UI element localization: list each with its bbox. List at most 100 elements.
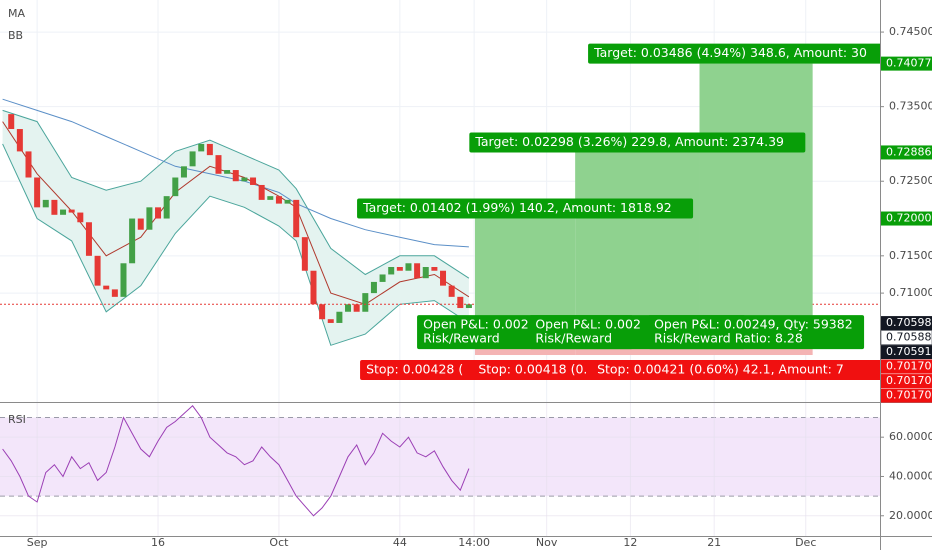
- candle: [224, 170, 231, 174]
- x-tick-label: 44: [393, 536, 407, 549]
- stop-label-text: Stop: 0.00428 (: [366, 362, 463, 377]
- price-tag-label: 0.72886: [886, 145, 932, 158]
- pnl-label-text: Open P&L: 0.002: [535, 317, 641, 332]
- y-tick-label: 0.73500: [889, 100, 932, 113]
- price-tag-label: 0.74077: [886, 57, 932, 70]
- indicator-label: BB: [8, 29, 23, 42]
- price-tag-label: 0.70588: [886, 331, 932, 344]
- rsi-title: RSI: [8, 413, 26, 426]
- target-label-box: [357, 198, 694, 219]
- candle: [189, 151, 196, 167]
- candle: [440, 270, 447, 286]
- x-tick-label: Dec: [795, 536, 816, 549]
- price-tag: [881, 345, 932, 360]
- candle: [232, 170, 239, 182]
- price-tag-label: 0.70598: [886, 316, 932, 329]
- pnl-label-box: [648, 315, 865, 350]
- x-tick-label: Nov: [536, 536, 558, 549]
- target-label-text: Target: 0.01402 (1.99%) 140.2, Amount: 1…: [362, 200, 672, 215]
- candle: [379, 274, 386, 282]
- x-tick-label: 16: [151, 536, 165, 549]
- indicator-label: MA: [8, 7, 25, 20]
- bb-fill: [2, 110, 469, 346]
- candle: [422, 267, 429, 279]
- candle: [405, 263, 412, 271]
- pnl-label: Open P&L: 0.00249, Qty: 59382Risk/Reward…: [648, 315, 865, 350]
- bb-line: [2, 143, 470, 346]
- pnl-label-text: Risk/Reward Ratio: 8.28: [654, 331, 803, 346]
- candle: [111, 289, 118, 297]
- moving-average: [2, 121, 470, 305]
- candle: [42, 199, 49, 208]
- y-tick-label: 20.0000: [889, 509, 932, 522]
- price-tag-label: 0.72000: [886, 212, 932, 225]
- price-tag-label: 0.70170: [886, 389, 932, 402]
- rsi-line: [2, 405, 470, 517]
- x-tick-label: 14:00: [458, 536, 490, 549]
- y-tick-label: 0.74500: [889, 25, 932, 38]
- candle: [16, 129, 23, 152]
- pnl-label-text: Open P&L: 0.002: [423, 317, 529, 332]
- candle: [275, 196, 282, 204]
- candle: [258, 184, 265, 200]
- target-zone: [575, 152, 700, 324]
- candle: [34, 177, 41, 208]
- target-zone: [474, 218, 576, 324]
- candle: [146, 207, 153, 230]
- pnl-label-text: Open P&L: 0.00249, Qty: 59382: [654, 317, 853, 332]
- price-tag: [881, 388, 932, 403]
- candle: [180, 166, 187, 178]
- candle: [129, 218, 136, 264]
- candle: [120, 263, 127, 297]
- overlay: 0.74077 0.72886 0.72000 0.70598 0.705880.705…: [880, 56, 932, 403]
- candle: [396, 267, 403, 271]
- candle: [163, 196, 170, 219]
- candle: [431, 267, 438, 271]
- target-label: Target: 0.01402 (1.99%) 140.2, Amount: 1…: [357, 198, 694, 219]
- y-tick-label: 60.0000: [889, 430, 932, 443]
- rsi-band: [0, 417, 880, 497]
- stop-label: Stop: 0.00421 (0.60%) 42.1, Amount: 7: [591, 360, 880, 381]
- y-tick-label: 0.72500: [889, 174, 932, 187]
- candle: [85, 222, 92, 256]
- candle: [284, 199, 291, 204]
- candle: [388, 267, 395, 275]
- candle: [414, 263, 421, 279]
- pnl-label-text: Risk/Reward: [423, 331, 500, 346]
- candle: [301, 237, 308, 271]
- bb-line: [2, 109, 470, 279]
- candle: [457, 296, 464, 309]
- candle: [250, 177, 257, 185]
- candle: [8, 114, 15, 130]
- price-pane: Target: 0.01402 (1.99%) 140.2, Amount: 1…: [0, 0, 880, 402]
- stop-label-text: Stop: 0.00421 (0.60%) 42.1, Amount: 7: [597, 362, 844, 377]
- candle: [172, 177, 179, 197]
- price-tag: [881, 211, 932, 226]
- price-tag: [881, 145, 932, 160]
- candle: [310, 270, 317, 305]
- x-tick-label: 12: [623, 536, 637, 549]
- target-zone: [699, 63, 813, 324]
- price-tag: [881, 374, 932, 389]
- price-tag-label: 0.70170: [886, 360, 932, 373]
- candle: [198, 143, 205, 152]
- target-label: Target: 0.02298 (3.26%) 229.8, Amount: 2…: [469, 132, 806, 153]
- target-label-box: [469, 132, 806, 153]
- candle: [241, 177, 248, 182]
- candle: [137, 218, 144, 230]
- stop-label-box: [591, 360, 880, 381]
- candle: [206, 143, 213, 156]
- candle: [51, 199, 58, 215]
- y-tick-label: 0.71500: [889, 249, 932, 262]
- candle: [215, 155, 222, 174]
- x-tick-label: 21: [707, 536, 721, 549]
- y-tick-label: 0.71000: [889, 286, 932, 299]
- price-tag: [880, 330, 932, 345]
- candle: [103, 285, 110, 290]
- candle: [77, 212, 84, 223]
- candle: [94, 255, 101, 286]
- candle: [267, 196, 274, 200]
- candle: [353, 304, 360, 312]
- target-label-text: Target: 0.03486 (4.94%) 348.6, Amount: 3…: [593, 45, 867, 60]
